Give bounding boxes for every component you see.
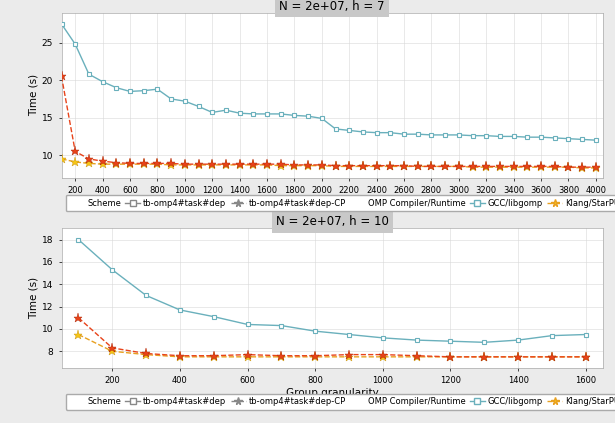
X-axis label: Group granularity: Group granularity: [286, 198, 378, 208]
Legend: Scheme, tb-omp4#task#dep, tb-omp4#task#dep-CP, OMP Compiler/Runtime, GCC/libgomp: Scheme, tb-omp4#task#dep, tb-omp4#task#d…: [66, 393, 615, 410]
Title: N = 2e+07, h = 7: N = 2e+07, h = 7: [279, 0, 385, 13]
Title: N = 2e+07, h = 10: N = 2e+07, h = 10: [276, 215, 389, 228]
Y-axis label: Time (s): Time (s): [29, 74, 39, 116]
Y-axis label: Time (s): Time (s): [29, 277, 39, 319]
X-axis label: Group granularity: Group granularity: [286, 388, 378, 398]
Legend: Scheme, tb-omp4#task#dep, tb-omp4#task#dep-CP, OMP Compiler/Runtime, GCC/libgomp: Scheme, tb-omp4#task#dep, tb-omp4#task#d…: [66, 195, 615, 212]
